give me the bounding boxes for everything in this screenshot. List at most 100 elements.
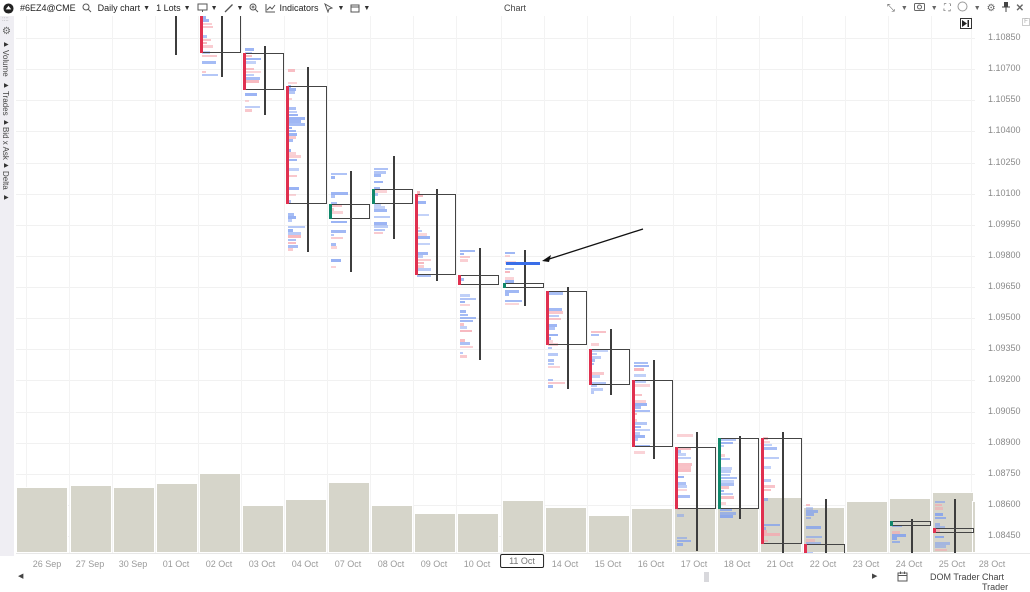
caret-down-icon: ▼ xyxy=(363,5,370,12)
price-label: 1.10400 xyxy=(988,125,1021,135)
sidebar-tab-volume[interactable]: Volume xyxy=(1,50,10,77)
price-label: 1.08900 xyxy=(988,437,1021,447)
sidebar-tab-trades[interactable]: Trades xyxy=(1,91,10,116)
date-label: 03 Oct xyxy=(249,559,276,569)
date-label: 30 Sep xyxy=(119,559,148,569)
zoom-icon[interactable] xyxy=(249,3,259,13)
price-label: 1.08600 xyxy=(988,499,1021,509)
price-label: 1.08750 xyxy=(988,468,1021,478)
date-label: 24 Oct xyxy=(896,559,923,569)
price-label: 1.09050 xyxy=(988,406,1021,416)
date-label: 25 Oct xyxy=(939,559,966,569)
chart-type-dropdown[interactable]: Daily chart▼ xyxy=(98,3,150,13)
window-button[interactable]: ▼ xyxy=(350,3,370,13)
cursor-icon xyxy=(324,3,334,13)
camera-icon[interactable] xyxy=(914,2,925,14)
price-label: 1.10550 xyxy=(988,94,1021,104)
gear-icon[interactable]: ⚙ xyxy=(2,26,11,37)
price-label: 1.10100 xyxy=(988,188,1021,198)
scroll-to-end-button[interactable] xyxy=(960,18,972,29)
caret-right-icon[interactable]: ▶ xyxy=(4,162,9,169)
caret-right-icon[interactable]: ▶ xyxy=(4,82,9,89)
circle-icon[interactable] xyxy=(957,1,968,15)
bottom-bar: ◀ ▶ DOM Trader Chart Trader xyxy=(0,571,1030,584)
lots-label: 1 Lots xyxy=(156,3,181,13)
caret-down-icon: ▼ xyxy=(143,5,150,12)
date-label: 07 Oct xyxy=(335,559,362,569)
window-icon xyxy=(350,3,360,13)
app-logo-icon[interactable] xyxy=(3,3,14,14)
date-label: 26 Sep xyxy=(33,559,62,569)
price-label: 1.10850 xyxy=(988,32,1021,42)
date-label: 15 Oct xyxy=(595,559,622,569)
indicators-button[interactable]: Indicators xyxy=(265,3,318,13)
lots-dropdown[interactable]: 1 Lots▼ xyxy=(156,3,190,13)
monitor-icon xyxy=(197,3,208,13)
chart-type-label: Daily chart xyxy=(98,3,141,13)
left-sidebar: :::: ⚙ ▶ Volume ▶ Trades ▶ Bid x Ask ▶ D… xyxy=(0,16,14,556)
search-icon[interactable] xyxy=(82,3,92,13)
date-label: 09 Oct xyxy=(421,559,448,569)
f-icon[interactable]: F xyxy=(1022,18,1030,26)
pencil-icon xyxy=(224,3,234,13)
indicators-label: Indicators xyxy=(279,3,318,13)
date-label: 22 Oct xyxy=(810,559,837,569)
caret-down-icon: ▼ xyxy=(237,5,244,12)
date-label: 28 Oct xyxy=(979,559,1006,569)
price-label: 1.09650 xyxy=(988,281,1021,291)
price-axis[interactable]: F 1.10850 1.10700 1.10550 1.10400 1.10250 1.1… xyxy=(975,16,1030,553)
caret-down-icon: ▼ xyxy=(211,5,218,12)
price-label: 1.09950 xyxy=(988,219,1021,229)
date-axis[interactable]: 26 Sep 27 Sep 30 Sep 01 Oct 02 Oct 03 Oct 04 O… xyxy=(16,553,1030,571)
sidebar-tab-delta[interactable]: Delta xyxy=(1,171,10,190)
price-label: 1.09500 xyxy=(988,312,1021,322)
caret-down-icon: ▼ xyxy=(337,5,344,12)
grip-icon[interactable]: :::: xyxy=(2,17,9,23)
price-label: 1.08450 xyxy=(988,530,1021,540)
sidebar-tab-bid-ask[interactable]: Bid x Ask xyxy=(1,127,10,160)
date-label: 02 Oct xyxy=(206,559,233,569)
skip-end-icon xyxy=(962,20,970,27)
pin-icon[interactable] xyxy=(1002,2,1010,15)
calendar-icon[interactable] xyxy=(897,571,908,584)
toolbar-right: ⤡ ▼ ▼ ⛶ ▼ ⚙ ✕ xyxy=(887,1,1024,15)
date-label: 23 Oct xyxy=(853,559,880,569)
collapse-icon[interactable]: ⤡ xyxy=(887,3,895,14)
symbol-label[interactable]: #6EZ4@CME xyxy=(20,3,76,13)
date-label: 14 Oct xyxy=(552,559,579,569)
date-label: 27 Sep xyxy=(76,559,105,569)
price-label: 1.09800 xyxy=(988,250,1021,260)
monitor-button[interactable]: ▼ xyxy=(197,3,218,13)
date-label: 10 Oct xyxy=(464,559,491,569)
caret-right-icon[interactable]: ▶ xyxy=(4,194,9,201)
caret-right-icon[interactable]: ▶ xyxy=(4,41,9,48)
caret-down-icon[interactable]: ▼ xyxy=(931,5,938,12)
date-label: 04 Oct xyxy=(292,559,319,569)
caret-right-icon[interactable]: ▶ xyxy=(4,119,9,126)
close-icon[interactable]: ✕ xyxy=(1016,3,1024,14)
scroll-left-icon[interactable]: ◀ xyxy=(18,572,23,580)
price-label: 1.10700 xyxy=(988,63,1021,73)
cursor-button[interactable]: ▼ xyxy=(324,3,344,13)
date-label: 16 Oct xyxy=(638,559,665,569)
caret-down-icon[interactable]: ▼ xyxy=(901,5,908,12)
chart-plot-area[interactable] xyxy=(16,16,975,553)
arrow-annotation[interactable] xyxy=(16,16,975,553)
indicators-icon xyxy=(265,3,276,13)
gear-icon[interactable]: ⚙ xyxy=(987,3,996,14)
toolbar: #6EZ4@CME Daily chart▼ 1 Lots▼ ▼ ▼ Indic… xyxy=(0,0,1030,16)
date-label: 11 Oct xyxy=(500,554,544,568)
price-label: 1.09200 xyxy=(988,374,1021,384)
chart-trader-button[interactable]: Chart Trader xyxy=(982,572,1030,592)
date-label: 21 Oct xyxy=(767,559,794,569)
caret-down-icon: ▼ xyxy=(184,5,191,12)
fullscreen-icon[interactable]: ⛶ xyxy=(944,3,951,14)
price-label: 1.10250 xyxy=(988,157,1021,167)
scroll-right-icon[interactable]: ▶ xyxy=(872,572,877,580)
scrollbar-thumb[interactable] xyxy=(704,572,709,582)
date-label: 01 Oct xyxy=(163,559,190,569)
drawing-button[interactable]: ▼ xyxy=(224,3,244,13)
dom-trader-button[interactable]: DOM Trader xyxy=(930,572,980,582)
caret-down-icon[interactable]: ▼ xyxy=(974,5,981,12)
date-label: 08 Oct xyxy=(378,559,405,569)
